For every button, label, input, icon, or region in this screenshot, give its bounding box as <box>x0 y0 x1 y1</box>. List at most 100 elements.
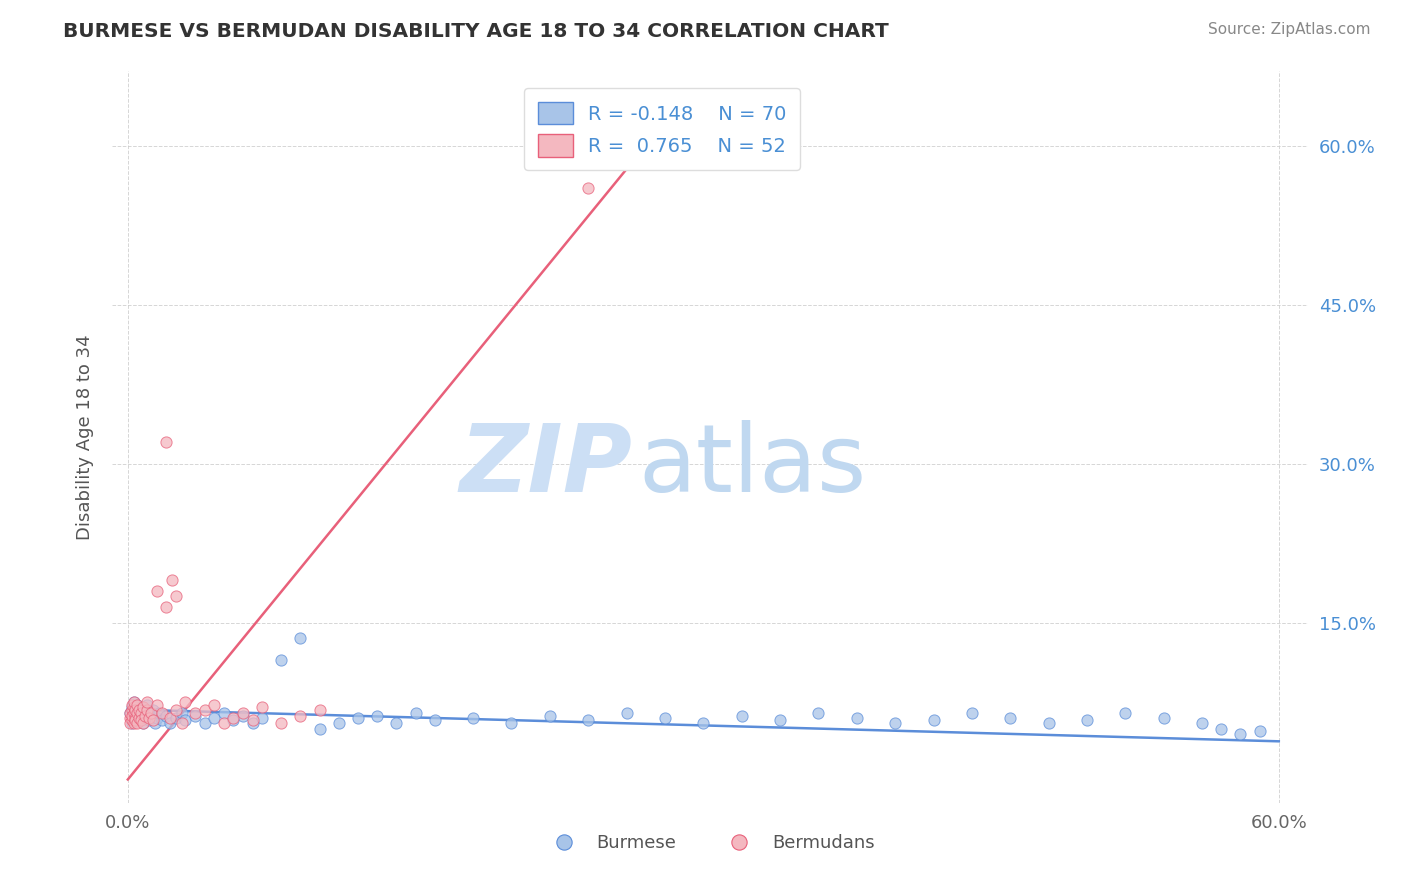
Point <box>165 702 187 716</box>
Point <box>308 722 330 736</box>
Point <box>242 713 264 727</box>
Point <box>127 711 149 725</box>
Point <box>129 706 152 720</box>
Point <box>174 695 197 709</box>
Point <box>124 713 146 727</box>
Point <box>884 716 907 731</box>
Point <box>136 706 159 720</box>
Point <box>124 711 146 725</box>
Point <box>122 709 145 723</box>
Point <box>143 716 166 731</box>
Point <box>121 709 143 723</box>
Point <box>193 702 215 716</box>
Point <box>960 706 983 720</box>
Point <box>576 181 599 195</box>
Point <box>1076 713 1098 727</box>
Point <box>423 713 446 727</box>
Point <box>242 716 264 731</box>
Point <box>136 695 159 709</box>
Point <box>250 700 273 714</box>
Point <box>160 573 183 587</box>
Point <box>270 716 292 731</box>
Point <box>118 706 141 720</box>
Point <box>127 698 149 713</box>
Point <box>405 706 427 720</box>
Point <box>132 702 155 716</box>
Text: BURMESE VS BERMUDAN DISABILITY AGE 18 TO 34 CORRELATION CHART: BURMESE VS BERMUDAN DISABILITY AGE 18 TO… <box>63 22 889 41</box>
Point <box>845 711 868 725</box>
Point <box>122 706 145 720</box>
Point <box>134 711 156 725</box>
Point <box>232 709 254 723</box>
Point <box>222 713 245 727</box>
Point <box>145 711 167 725</box>
Point <box>122 695 145 709</box>
Point <box>290 632 312 646</box>
Point <box>128 702 150 716</box>
Point <box>1229 727 1251 741</box>
Point <box>184 709 207 723</box>
Y-axis label: Disability Age 18 to 34: Disability Age 18 to 34 <box>76 334 94 540</box>
Point <box>616 706 638 720</box>
Point <box>132 716 155 731</box>
Point <box>136 702 159 716</box>
Point <box>731 709 754 723</box>
Point <box>118 716 141 731</box>
Point <box>769 713 792 727</box>
Point <box>250 711 273 725</box>
Point <box>124 713 146 727</box>
Point <box>202 711 225 725</box>
Point <box>155 599 177 614</box>
Point <box>463 711 485 725</box>
Point <box>170 716 193 731</box>
Point <box>347 711 370 725</box>
Point <box>222 711 245 725</box>
Point <box>212 716 235 731</box>
Point <box>155 435 177 450</box>
Point <box>142 713 165 727</box>
Point <box>1000 711 1022 725</box>
Text: atlas: atlas <box>638 420 866 512</box>
Point <box>501 716 523 731</box>
Point <box>184 706 207 720</box>
Point <box>1114 706 1136 720</box>
Point <box>1191 716 1213 731</box>
Point <box>128 713 150 727</box>
Point <box>1038 716 1060 731</box>
Point <box>1211 722 1233 736</box>
Point <box>121 700 143 714</box>
Point <box>1153 711 1175 725</box>
Point <box>807 706 830 720</box>
Point <box>122 700 145 714</box>
Point <box>128 711 150 725</box>
Point <box>132 716 155 731</box>
Text: ZIP: ZIP <box>460 420 633 512</box>
Point <box>122 716 145 731</box>
Point <box>148 706 170 720</box>
Point <box>174 713 197 727</box>
Point <box>145 698 167 713</box>
Point <box>118 711 141 725</box>
Point <box>121 716 143 731</box>
Point <box>127 706 149 720</box>
Point <box>121 702 143 716</box>
Text: Source: ZipAtlas.com: Source: ZipAtlas.com <box>1208 22 1371 37</box>
Point <box>212 706 235 720</box>
Point <box>692 716 714 731</box>
Point <box>132 700 155 714</box>
Point <box>124 702 146 716</box>
Point <box>155 709 177 723</box>
Point <box>159 711 181 725</box>
Point <box>121 698 143 713</box>
Point <box>922 713 945 727</box>
Point <box>576 713 599 727</box>
Legend: Burmese, Bermudans: Burmese, Bermudans <box>538 827 882 860</box>
Point <box>1249 723 1271 738</box>
Point <box>270 653 292 667</box>
Point <box>159 716 181 731</box>
Point <box>150 706 173 720</box>
Point <box>165 711 187 725</box>
Point <box>654 711 676 725</box>
Point <box>121 713 143 727</box>
Point <box>129 709 152 723</box>
